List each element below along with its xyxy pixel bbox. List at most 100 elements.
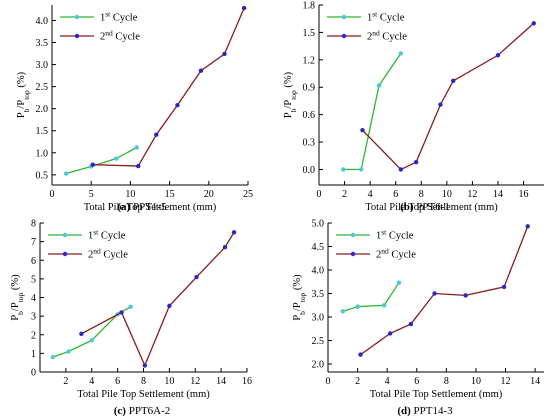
y-axis-label: Pb/Ptop (%) xyxy=(292,274,307,321)
legend-label: 1st Cycle xyxy=(376,227,414,242)
y-tick-label: 0 xyxy=(31,368,36,379)
series-2 xyxy=(358,224,530,357)
x-tick-label: 4 xyxy=(368,189,373,200)
x-tick-label: 4 xyxy=(385,376,390,387)
data-point xyxy=(222,245,228,250)
data-point xyxy=(438,102,443,107)
y-axis-label: Pb/Ptop (%) xyxy=(10,274,25,321)
data-point xyxy=(398,51,404,56)
series-line xyxy=(342,282,400,312)
series-1 xyxy=(63,145,139,176)
x-axis-label: Total Pile Top Settlement (mm) xyxy=(370,389,503,400)
data-point xyxy=(198,68,204,73)
data-point xyxy=(136,163,141,169)
x-tick-label: 0 xyxy=(317,189,322,200)
x-tick-label: 10 xyxy=(125,189,135,200)
data-point xyxy=(175,102,180,108)
x-axis-label: Total Pile Top Settlement (mm) xyxy=(77,389,210,400)
x-tick-label: 10 xyxy=(442,189,452,200)
x-tick-label: 8 xyxy=(444,376,449,387)
y-axis-label: Pb/Ptop (%) xyxy=(283,71,298,118)
legend-label: 1st Cycle xyxy=(100,9,138,24)
x-tick-label: 16 xyxy=(242,376,252,387)
y-tick-label: 2.0 xyxy=(312,360,325,371)
x-tick-label: 14 xyxy=(493,189,503,200)
x-tick-label: 2 xyxy=(355,376,360,387)
data-point xyxy=(119,310,124,315)
x-tick-label: 14 xyxy=(216,376,226,387)
y-tick-label: 2.0 xyxy=(36,104,49,115)
data-point xyxy=(63,171,69,176)
y-tick-label: 1.0 xyxy=(36,148,49,159)
data-point xyxy=(358,352,363,357)
x-tick-label: 20 xyxy=(204,189,214,200)
legend-label: 2nd Cycle xyxy=(367,28,407,43)
x-tick-label: 10 xyxy=(471,376,481,387)
legend-label: 2nd Cycle xyxy=(88,246,128,261)
legend-marker xyxy=(62,232,68,238)
data-point xyxy=(408,321,414,327)
x-tick-label: 14 xyxy=(530,376,540,387)
y-tick-label: 3.0 xyxy=(312,313,325,324)
y-tick-label: 6 xyxy=(31,256,36,267)
legend: 1st Cycle 2nd Cycle xyxy=(60,9,140,43)
data-point xyxy=(432,291,437,296)
legend: 1st Cycle 2nd Cycle xyxy=(336,227,416,261)
data-point xyxy=(79,331,84,337)
y-tick-label: 2 xyxy=(31,330,36,341)
data-point xyxy=(241,5,247,11)
legend: 1st Cycle 2nd Cycle xyxy=(48,227,128,261)
data-point xyxy=(360,127,365,133)
y-tick-label: 2.5 xyxy=(36,82,49,93)
data-point xyxy=(222,51,227,57)
series-2 xyxy=(79,230,237,368)
x-tick-label: 8 xyxy=(419,189,424,200)
legend-label: 1st Cycle xyxy=(88,227,126,242)
x-tick-label: 8 xyxy=(141,376,146,387)
y-tick-label: 5.0 xyxy=(312,219,325,230)
y-tick-label: 4.0 xyxy=(312,266,325,277)
y-tick-label: 3.5 xyxy=(312,289,325,300)
x-tick-label: 0 xyxy=(326,376,331,387)
x-tick-label: 0 xyxy=(50,189,55,200)
legend-marker xyxy=(341,14,347,20)
x-tick-label: 6 xyxy=(393,189,398,200)
data-point xyxy=(525,224,530,229)
x-tick-label: 16 xyxy=(519,189,529,200)
series-line xyxy=(343,53,402,171)
y-tick-label: 4.0 xyxy=(36,16,49,27)
data-point xyxy=(396,280,402,285)
legend-marker xyxy=(350,232,356,238)
x-tick-label: 5 xyxy=(89,189,94,200)
chart-panel-4: 0 2 4 6 8 10 12 14 2.0 2.5 3.0 3.5 4.0 4.5 5.0 Total Pi… xyxy=(292,219,544,417)
data-point xyxy=(376,83,382,88)
y-tick-label: 1 xyxy=(31,349,36,360)
data-point xyxy=(382,303,387,308)
data-point xyxy=(89,338,94,343)
y-tick-label: 2.5 xyxy=(312,336,325,347)
data-point xyxy=(451,78,456,84)
data-point xyxy=(50,354,56,360)
data-point xyxy=(463,293,468,298)
data-point xyxy=(194,274,199,280)
y-tick-label: 0.9 xyxy=(303,83,316,94)
chart-panel-2: 0 2 4 6 8 10 12 14 16 0.0 0.3 0.6 0.9 1.2 1.5 1.8 Total … xyxy=(283,1,544,213)
x-axis-label: Total Pile Top Settlement (mm) xyxy=(84,202,217,213)
data-point xyxy=(413,159,419,165)
y-tick-label: 1.2 xyxy=(303,55,316,66)
data-point xyxy=(167,303,172,309)
data-point xyxy=(341,167,346,172)
y-tick-label: 4.5 xyxy=(312,242,325,253)
y-tick-label: 0.3 xyxy=(303,138,316,149)
data-point xyxy=(142,363,147,368)
x-tick-label: 15 xyxy=(165,189,175,200)
legend-marker xyxy=(341,33,347,39)
panel-caption: (c) PPT6A-2 xyxy=(114,405,171,417)
data-point xyxy=(231,230,237,235)
y-tick-label: 5 xyxy=(31,274,36,285)
series-2 xyxy=(90,5,247,169)
data-point xyxy=(355,304,360,309)
legend-marker xyxy=(62,251,68,257)
data-point xyxy=(398,167,404,172)
